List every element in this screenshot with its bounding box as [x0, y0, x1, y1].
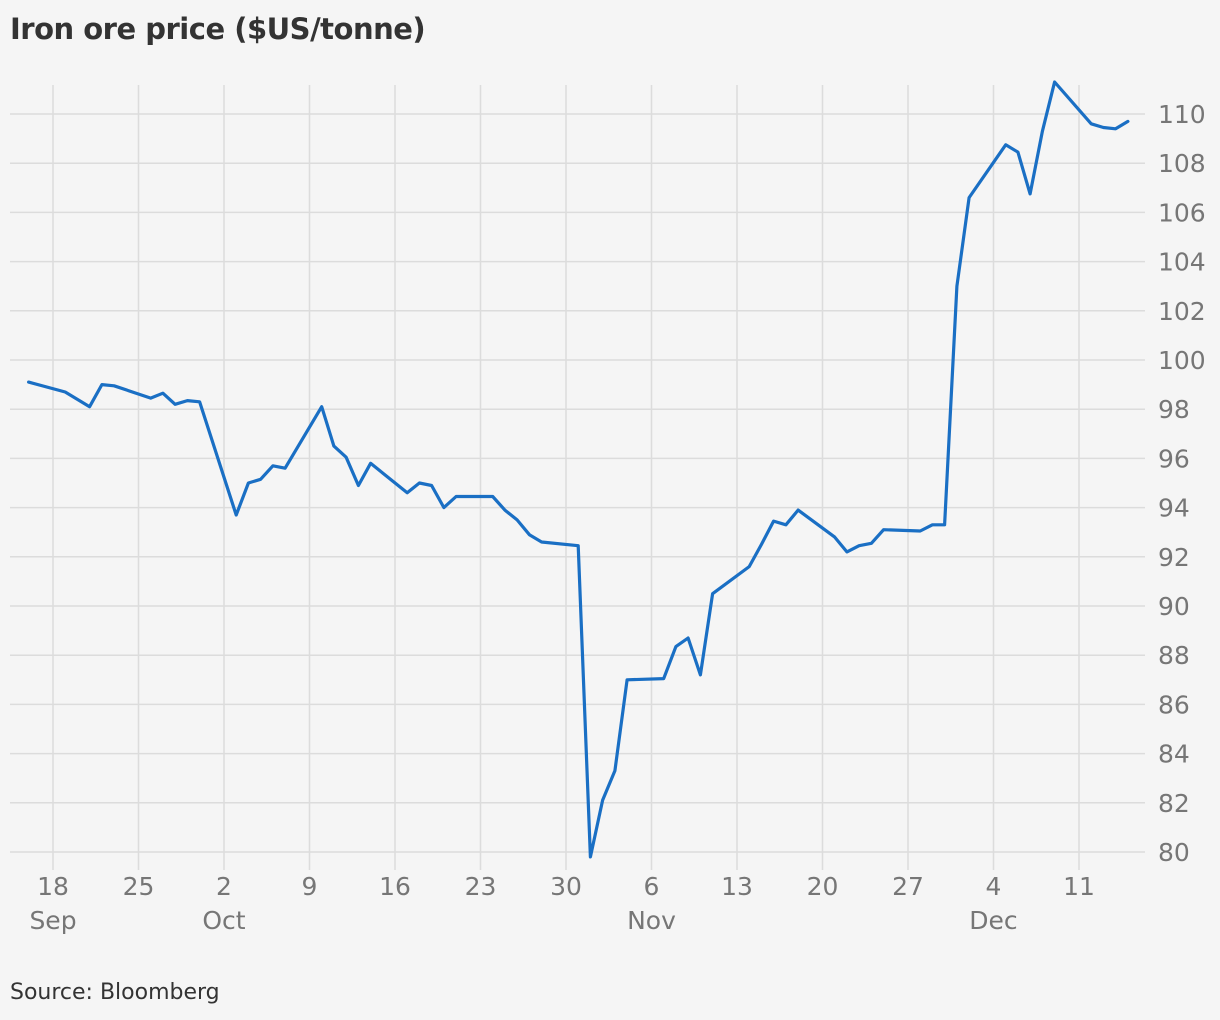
x-tick-label-day: 23 [465, 872, 497, 901]
y-tick-label: 92 [1158, 543, 1190, 572]
y-tick-label: 84 [1158, 740, 1190, 769]
x-tick-label-day: 11 [1063, 872, 1095, 901]
x-tick-label-month: Oct [202, 906, 245, 935]
x-tick-label-month: Sep [29, 906, 76, 935]
x-tick-label-month: Nov [627, 906, 676, 935]
y-tick-label: 106 [1158, 198, 1206, 227]
series-group [27, 80, 1130, 859]
y-tick-label: 86 [1158, 690, 1190, 719]
x-tick-label-day: 30 [550, 872, 582, 901]
chart-title: Iron ore price ($US/tonne) [10, 12, 426, 46]
y-axis-tick-labels: 80 82 84 86 88 90 92 94 96 98 100 102 104 106 108 110 [1158, 100, 1206, 867]
vertical-gridlines [52, 85, 1080, 870]
x-tick-label-day: 20 [807, 872, 839, 901]
x-tick-label-day: 4 [986, 872, 1002, 901]
series-line [27, 80, 1130, 859]
x-tick-label-day: 27 [892, 872, 924, 901]
y-tick-label: 98 [1158, 395, 1190, 424]
x-tick-label-day: 25 [123, 872, 155, 901]
y-tick-label: 102 [1158, 297, 1206, 326]
y-tick-label: 96 [1158, 444, 1190, 473]
y-tick-label: 80 [1158, 838, 1190, 867]
horizontal-gridlines [10, 113, 1145, 853]
y-tick-label: 82 [1158, 789, 1190, 818]
x-tick-label-day: 18 [37, 872, 69, 901]
y-tick-label: 88 [1158, 641, 1190, 670]
x-tick-label-day: 9 [302, 872, 318, 901]
x-tick-label-day: 13 [721, 872, 753, 901]
x-axis-tick-labels: 18 Sep 25 2 Oct 9 16 23 30 6 Nov 13 20 27 4 Dec 11 [29, 872, 1094, 935]
source-note: Source: Bloomberg [10, 980, 220, 1005]
x-tick-label-day: 6 [644, 872, 660, 901]
y-tick-label: 108 [1158, 149, 1206, 178]
y-tick-label: 90 [1158, 592, 1190, 621]
y-tick-label: 100 [1158, 346, 1206, 375]
x-tick-label-day: 16 [379, 872, 411, 901]
x-tick-label-month: Dec [969, 906, 1017, 935]
y-tick-label: 104 [1158, 248, 1206, 277]
y-tick-label: 110 [1158, 100, 1206, 129]
x-tick-label-day: 2 [216, 872, 232, 901]
y-tick-label: 94 [1158, 494, 1190, 523]
